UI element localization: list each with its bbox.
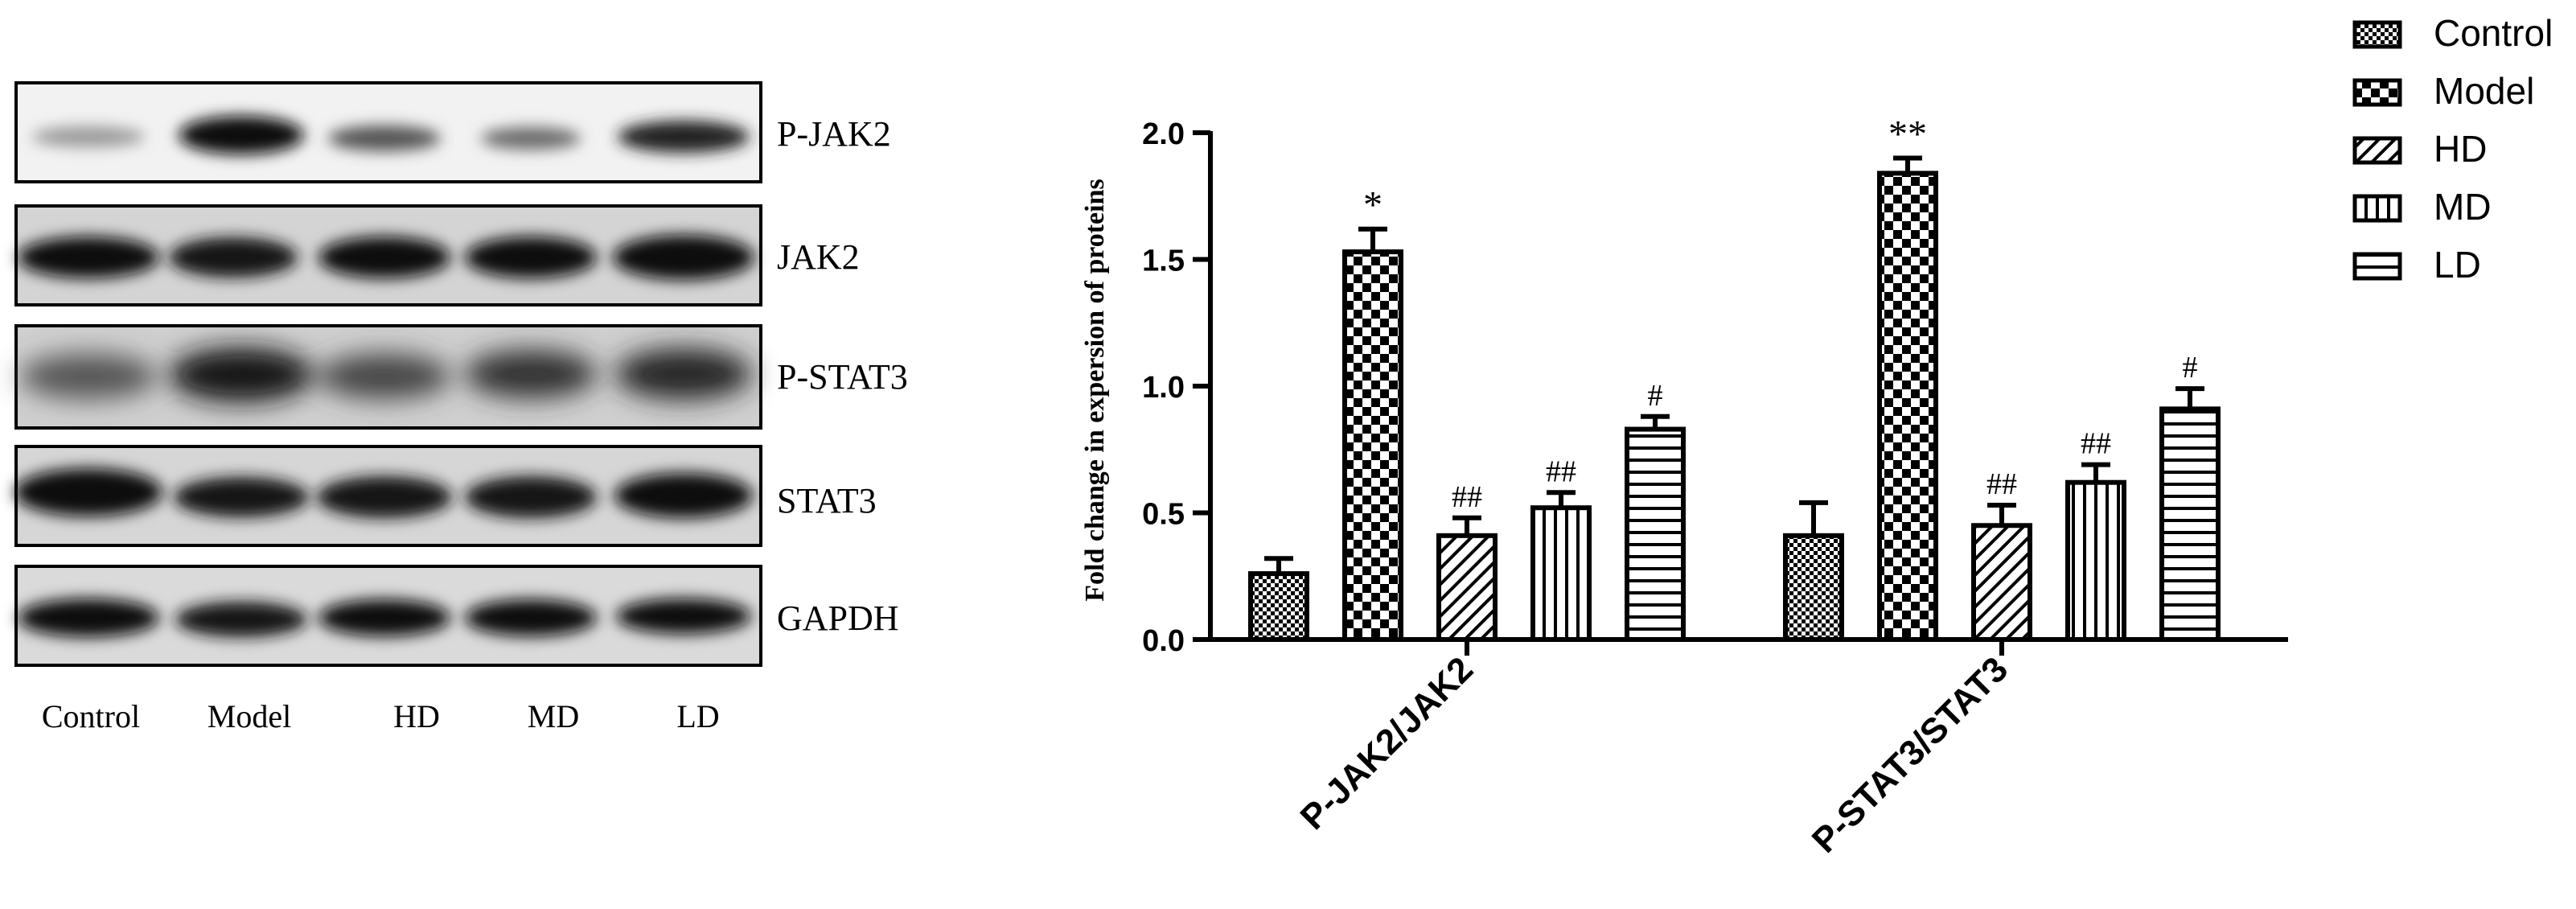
band-group	[32, 116, 750, 154]
band	[318, 599, 450, 636]
y-tick-label: 0.5	[1142, 498, 1185, 532]
bars: *#####**#####	[1248, 113, 2221, 643]
bar	[1971, 523, 2032, 642]
bar	[1530, 505, 1592, 643]
band	[14, 468, 162, 516]
significance-label: ##	[2081, 427, 2111, 461]
y-axis-title: Fold change in expersion of proteins	[1080, 179, 1110, 601]
band	[614, 473, 753, 518]
band	[169, 237, 298, 278]
band	[465, 237, 597, 278]
y-tick-label: 0.0	[1142, 624, 1185, 658]
blot-lane-label: Model	[207, 698, 291, 734]
legend-label: Model	[2434, 70, 2534, 112]
band	[32, 126, 145, 147]
significance-label: #	[1648, 379, 1663, 413]
blot-row-jak2	[14, 204, 762, 306]
band-group	[18, 598, 751, 637]
band	[328, 125, 441, 151]
blot-row-stat3	[14, 445, 762, 547]
legend-label: LD	[2434, 244, 2481, 286]
bar	[2159, 406, 2221, 642]
bar	[1248, 571, 1309, 642]
western-blot-panel: P-JAK2 JAK2 P-STAT3 STAT3 GAPDH Control …	[14, 81, 908, 734]
band-group	[20, 348, 752, 402]
bar	[1342, 249, 1403, 642]
significance-label: *	[1363, 184, 1382, 227]
band	[481, 127, 581, 150]
y-tick-label: 2.0	[1142, 117, 1185, 151]
blot-row-p-stat3	[14, 324, 762, 430]
legend-swatch	[2352, 78, 2402, 107]
blot-lane-label: LD	[676, 698, 719, 734]
band	[618, 121, 750, 153]
blot-lane-label: HD	[393, 698, 440, 734]
band-group	[14, 468, 753, 518]
band	[615, 348, 752, 400]
blot-row-p-jak2	[14, 81, 762, 183]
significance-label: ##	[1986, 467, 2017, 501]
band	[18, 237, 159, 278]
legend-swatch	[2352, 20, 2402, 49]
x-category-label: P-JAK2/JAK2	[1293, 649, 1481, 837]
significance-label: ##	[1452, 480, 1482, 514]
bar	[2065, 479, 2126, 643]
blot-lane-label: Control	[42, 698, 140, 734]
legend-swatch	[2352, 194, 2402, 223]
y-tick-label: 1.0	[1142, 371, 1185, 405]
band	[179, 116, 304, 154]
bar	[1436, 533, 1498, 642]
band	[175, 602, 307, 637]
band	[465, 476, 597, 518]
blot-lane-label: MD	[528, 698, 579, 734]
band	[20, 354, 157, 399]
legend: Control Model HD MD LD	[2352, 12, 2553, 286]
band	[613, 235, 754, 280]
blot-row-label: P-STAT3	[777, 357, 908, 397]
legend-label: Control	[2434, 12, 2553, 54]
band	[465, 350, 597, 398]
y-tick-label: 1.5	[1142, 245, 1185, 278]
blot-row-label: JAK2	[777, 237, 860, 277]
blot-row-gapdh	[14, 565, 762, 667]
bar	[1625, 426, 1686, 642]
band	[616, 598, 751, 634]
significance-label: ##	[1546, 455, 1576, 488]
band	[318, 354, 450, 399]
band	[317, 476, 452, 518]
bar	[1877, 171, 1938, 642]
x-category-label: P-STAT3/STAT3	[1805, 649, 2015, 860]
legend-swatch	[2352, 252, 2402, 281]
band	[174, 477, 309, 517]
band-group	[18, 235, 754, 280]
band	[18, 598, 159, 637]
band	[465, 599, 597, 636]
legend-label: HD	[2434, 128, 2487, 170]
significance-label: #	[2183, 351, 2198, 385]
bar	[1783, 533, 1844, 642]
blot-row-label: STAT3	[777, 481, 877, 520]
blot-row-label: P-JAK2	[777, 114, 891, 154]
blot-row-label: GAPDH	[777, 598, 899, 638]
legend-swatch	[2352, 136, 2402, 165]
band	[169, 348, 314, 402]
significance-label: **	[1888, 113, 1927, 156]
band	[318, 237, 450, 278]
legend-label: MD	[2434, 186, 2492, 228]
